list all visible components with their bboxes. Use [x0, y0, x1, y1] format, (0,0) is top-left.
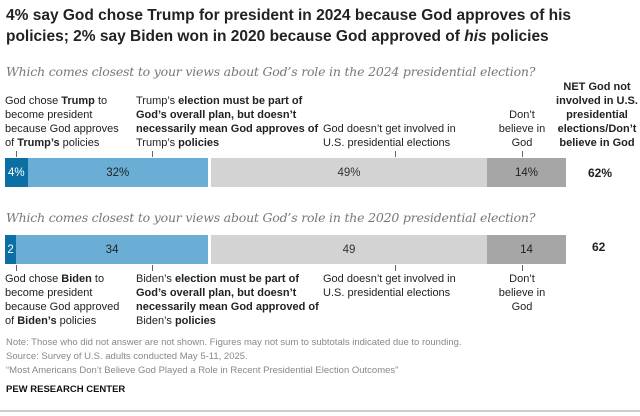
label-part: policies — [175, 137, 220, 149]
bar-value-label: 49 — [342, 243, 356, 256]
bar-value-label: 14 — [520, 243, 533, 256]
label-part: Biden — [61, 273, 92, 285]
bar-segment-2024-1: 32% — [27, 158, 208, 187]
category-label-2020-0: God chose Biden to become president beca… — [5, 272, 130, 328]
label-tick — [16, 151, 17, 157]
label-part: God chose — [5, 273, 62, 285]
bar-segment-2024-3: 14% — [487, 158, 566, 187]
label-tick — [16, 265, 17, 271]
label-part: God doesn’t get involved in U.S. preside… — [323, 123, 456, 149]
label-part: to become president because God approves… — [5, 95, 119, 149]
category-label-2020-3: Don’t believe in God — [497, 272, 547, 314]
question-2020: Which comes closest to your views about … — [6, 210, 536, 225]
bar-segment-2024-2: 49% — [210, 158, 488, 187]
label-part: policies — [59, 137, 100, 149]
title-emphasis: his — [464, 28, 487, 45]
label-part: election must be part of God’s overall p… — [136, 95, 319, 135]
label-tick — [395, 151, 396, 157]
label-part: Trump’s — [17, 137, 60, 149]
title-text: 4% say God chose Trump for president in … — [6, 7, 572, 45]
footnote-source: Source: Survey of U.S. adults conducted … — [6, 351, 248, 362]
label-tick — [522, 151, 523, 157]
category-label-2024-2: God doesn’t get involved in U.S. preside… — [323, 122, 473, 150]
footnote-report: “Most Americans Don’t Believe God Played… — [6, 365, 399, 376]
bottom-rule — [0, 410, 640, 412]
bar-value-label: 34 — [105, 243, 119, 256]
title-text-end: policies — [486, 28, 549, 45]
bar-value-label: 2 — [7, 243, 14, 256]
net-header: NET God not involved in U.S. presidentia… — [556, 81, 638, 149]
label-part: Trump — [61, 95, 95, 107]
bar-value-label: 49% — [337, 166, 361, 179]
label-part: Trump’s — [136, 95, 176, 107]
question-2024: Which comes closest to your views about … — [6, 64, 536, 79]
bar-value-label: 4% — [7, 166, 25, 179]
label-part: policies — [171, 315, 216, 327]
brand-logo-text: PEW RESEARCH CENTER — [6, 384, 126, 395]
net-value-2020: 62 — [592, 240, 606, 254]
label-part: to become president because God approved… — [5, 273, 120, 327]
bar-segment-2020-3: 14 — [487, 235, 566, 264]
label-part: election must be part of God’s overall p… — [136, 273, 319, 313]
label-tick — [522, 265, 523, 271]
label-part: Biden’s — [17, 315, 57, 327]
label-part: Biden’s — [136, 315, 172, 327]
chart-title: 4% say God chose Trump for president in … — [6, 5, 636, 47]
label-part: God chose — [5, 95, 62, 107]
label-tick — [152, 265, 153, 271]
label-part: Trump’s — [136, 137, 176, 149]
category-label-2024-0: God chose Trump to become president beca… — [5, 94, 130, 150]
bar-segment-2020-2: 49 — [210, 235, 488, 264]
bar-value-label: 14% — [515, 166, 539, 179]
bar-segment-2020-0: 2 — [5, 235, 17, 264]
net-value-2024: 62% — [588, 166, 613, 180]
bar-segment-2024-0: 4% — [5, 158, 28, 187]
bar-value-label: 32% — [106, 166, 130, 179]
label-part: Don’t believe in God — [498, 109, 546, 149]
footnote-note: Note: Those who did not answer are not s… — [6, 337, 462, 348]
category-label-2020-2: God doesn’t get involved in U.S. preside… — [323, 272, 473, 300]
category-label-2024-3: Don’t believe in God — [497, 108, 547, 150]
label-part: God doesn’t get involved in U.S. preside… — [323, 273, 456, 299]
category-label-2020-1: Biden’s election must be part of God’s o… — [136, 272, 321, 328]
label-part: Don’t believe in God — [498, 273, 546, 313]
label-tick — [395, 265, 396, 271]
label-part: policies — [56, 315, 97, 327]
bar-segment-2020-1: 34 — [16, 235, 208, 264]
label-part: Biden’s — [136, 273, 172, 285]
label-tick — [152, 151, 153, 157]
category-label-2024-1: Trump’s election must be part of God’s o… — [136, 94, 321, 150]
